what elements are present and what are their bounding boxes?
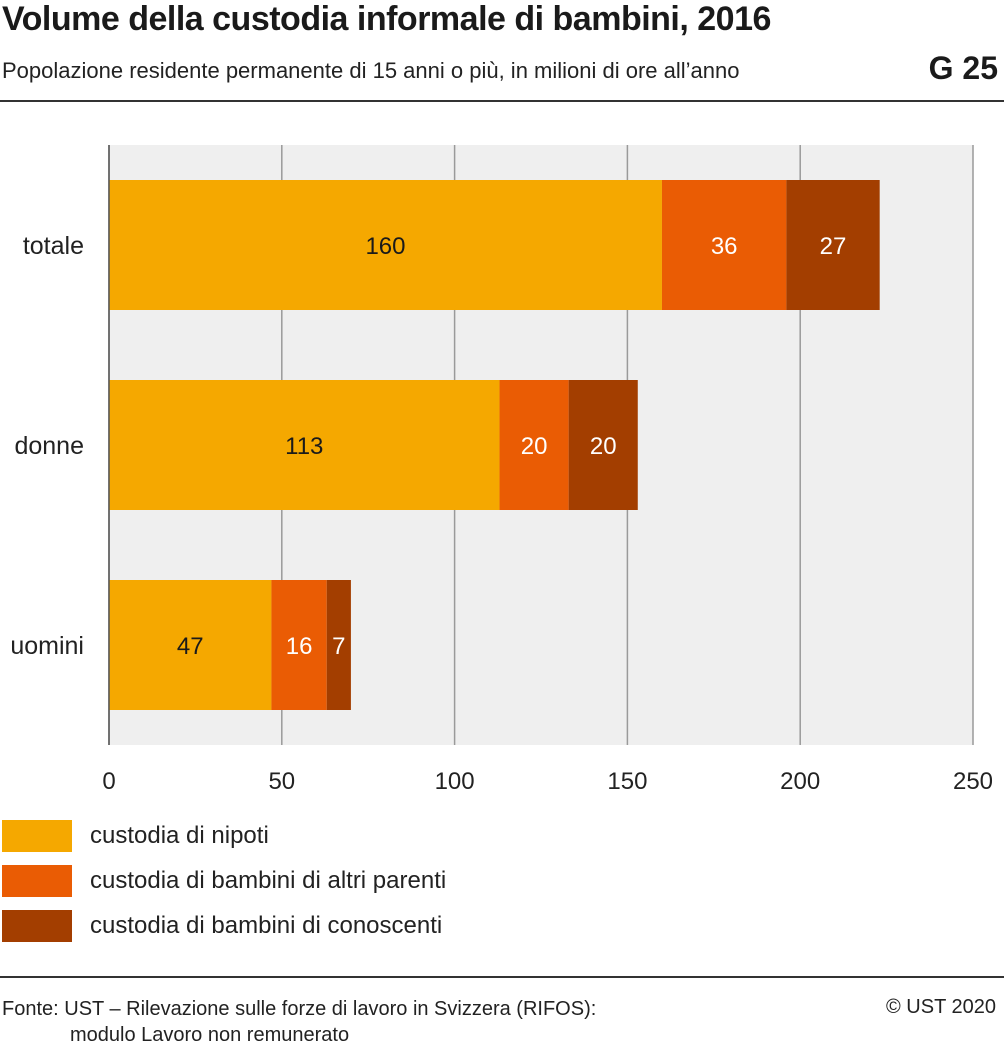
graph-number: G 25	[928, 50, 998, 86]
data-label-donne-series-1: 113	[285, 433, 323, 460]
legend-label-nipoti: custodia di nipoti	[90, 822, 269, 849]
x-tick-label-150: 150	[607, 768, 647, 795]
legend-swatch-conoscenti	[2, 910, 72, 942]
bar-donne-series-2	[499, 380, 569, 510]
x-tick-label-50: 50	[268, 768, 295, 795]
bar-uomini-series-3	[326, 580, 351, 710]
category-label-totale: totale	[23, 232, 84, 260]
bar-uomini-series-2	[271, 580, 327, 710]
legend-label-conoscenti: custodia di bambini di conoscenti	[90, 912, 443, 939]
bar-donne-series-1	[109, 380, 500, 510]
legend-swatch-nipoti	[2, 820, 72, 852]
bar-totale-series-2	[661, 180, 787, 310]
data-label-uomini-series-3: 7	[332, 633, 345, 660]
data-label-uomini-series-2: 16	[286, 633, 313, 660]
source-note: Fonte: UST – Rilevazione sulle forze di …	[2, 996, 762, 1048]
copyright: © UST 2020	[886, 996, 996, 1018]
source-line-1: Fonte: UST – Rilevazione sulle forze di …	[2, 998, 597, 1020]
x-tick-label-200: 200	[780, 768, 820, 795]
data-label-totale-series-3: 27	[820, 233, 847, 260]
category-label-uomini: uomini	[10, 632, 84, 660]
data-label-donne-series-2: 20	[521, 433, 548, 460]
bar-totale-series-1	[109, 180, 662, 310]
data-label-donne-series-3: 20	[590, 433, 617, 460]
bar-donne-series-3	[568, 380, 638, 510]
x-tick-label-250: 250	[953, 768, 993, 795]
legend-swatch-altri-parenti	[2, 865, 72, 897]
category-label-donne: donne	[14, 432, 84, 460]
bar-uomini-series-1	[109, 580, 272, 710]
source-line-2: modulo Lavoro non remunerato	[70, 1024, 350, 1046]
header-rule	[0, 100, 1004, 102]
legend-label-altri-parenti: custodia di bambini di altri parenti	[90, 867, 447, 894]
stacked-bar-chart: 0 50 100 150 200 250 160 36 27 totale 113 20 20 donne…	[10, 145, 993, 795]
data-label-totale-series-2: 36	[711, 233, 738, 260]
footer-rule	[0, 976, 1004, 978]
x-tick-label-100: 100	[435, 768, 475, 795]
chart-title: Volume della custodia informale di bambi…	[2, 0, 771, 38]
data-label-totale-series-1: 160	[365, 233, 405, 260]
chart-subtitle: Popolazione residente permanente di 15 a…	[2, 58, 740, 83]
x-tick-label-0: 0	[102, 768, 115, 795]
bar-totale-series-3	[786, 180, 880, 310]
data-label-uomini-series-1: 47	[177, 633, 204, 660]
